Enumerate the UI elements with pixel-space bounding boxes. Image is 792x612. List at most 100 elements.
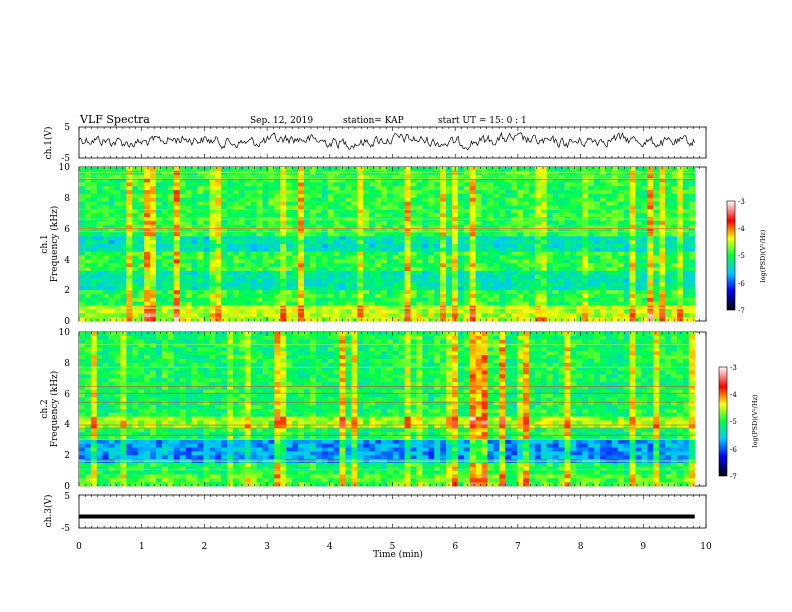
spectrogram-cell: [546, 220, 554, 226]
spectrogram-cell: [671, 224, 678, 229]
spectrogram-cell: [221, 244, 228, 249]
spectrogram-cell: [682, 339, 690, 344]
spectrogram-cell: [611, 339, 619, 344]
spectrogram-cell: [635, 267, 642, 272]
spectrogram-cell: [333, 335, 340, 341]
spectrogram-cell: [605, 290, 613, 295]
spectrogram-cell: [546, 290, 554, 295]
spectrogram-cell: [688, 290, 696, 295]
spectrogram-cell: [481, 201, 488, 206]
spectrogram-cell: [126, 224, 133, 229]
spectrogram-cell: [546, 251, 554, 256]
spectrogram-cell: [292, 351, 299, 356]
spectrogram-cell: [197, 313, 204, 318]
spectrogram-cell: [84, 167, 92, 172]
spectrogram-cell: [120, 313, 127, 318]
spectrogram-cell: [623, 178, 630, 183]
spectrogram-cell: [161, 297, 169, 303]
spectrogram-cell: [682, 263, 690, 268]
spectrogram-cell: [161, 358, 169, 364]
spectrogram-cell: [440, 170, 447, 176]
spectrogram-cell: [558, 190, 565, 195]
spectrogram-cell: [457, 286, 465, 291]
spectrogram-cell: [203, 351, 210, 356]
spectrogram-cell: [363, 347, 370, 352]
spectrogram-cell: [309, 290, 317, 295]
spectrogram-cell: [511, 240, 518, 245]
spectrogram-cell: [386, 240, 394, 245]
spectrogram-cell: [221, 278, 228, 283]
spectrogram-cell: [523, 220, 530, 226]
spectrogram-cell: [475, 167, 482, 172]
spectrogram-cell: [499, 190, 506, 195]
spectrogram-cell: [576, 232, 583, 237]
spectrogram-cell: [576, 259, 583, 264]
spectrogram-cell: [457, 193, 465, 199]
spectrogram-cell: [96, 209, 104, 214]
spectrogram-cell: [79, 294, 86, 299]
spectrogram-cell: [440, 332, 447, 337]
spectrogram-cell: [511, 278, 518, 283]
spectrogram-cell: [422, 355, 429, 360]
spectrogram-cell: [262, 236, 269, 241]
spectrogram-cell: [523, 213, 530, 218]
spectrogram-cell: [96, 228, 104, 233]
spectrogram-cell: [345, 201, 352, 206]
spectrogram-cell: [203, 205, 210, 210]
spectrogram-cell: [250, 335, 258, 341]
spectrogram-cell: [84, 236, 92, 241]
spectrogram-cell: [392, 267, 400, 272]
spectrogram-cell: [517, 355, 524, 360]
spectrogram-cell: [665, 201, 672, 206]
spectrogram-cell: [345, 297, 352, 303]
spectrogram-cell: [451, 197, 459, 203]
spectrogram-cell: [611, 278, 619, 283]
spectrogram-cell: [599, 251, 607, 256]
spectrogram-cell: [345, 190, 352, 195]
spectrogram-cell: [392, 247, 400, 253]
spectrogram-cell: [138, 343, 145, 348]
spectrogram-cell: [404, 355, 411, 360]
spectrogram-cell: [635, 178, 642, 183]
spectrogram-cell: [446, 301, 453, 306]
spectrogram-cell: [617, 282, 625, 287]
spectrogram-cell: [197, 236, 204, 241]
spectrogram-cell: [392, 197, 400, 203]
spectrogram-cell: [582, 274, 589, 280]
spectrogram-cell: [132, 232, 139, 237]
spectrogram-cell: [416, 351, 423, 356]
spectrogram-cell: [588, 209, 595, 214]
spectrogram-cell: [351, 170, 358, 176]
spectrogram-cell: [428, 228, 435, 233]
spectrogram-cell: [315, 190, 323, 195]
spectrogram-cell: [599, 193, 607, 199]
spectrogram-cell: [250, 182, 258, 187]
spectrogram-cell: [493, 274, 500, 280]
spectrogram-cell: [380, 232, 388, 237]
spectrogram-cell: [463, 347, 471, 352]
spectrogram-cell: [599, 240, 607, 245]
spectrogram-cell: [238, 278, 246, 283]
spectrogram-cell: [303, 351, 311, 356]
spectrogram-cell: [274, 244, 281, 249]
spectrogram-cell: [375, 220, 382, 226]
spectrogram-cell: [303, 167, 311, 172]
spectrogram-cell: [357, 339, 364, 344]
spectrogram-cell: [120, 232, 127, 237]
spectrogram-cell: [232, 197, 240, 203]
spectrogram-cell: [84, 209, 92, 214]
spectrogram-cell: [292, 301, 299, 306]
spectrogram-cell: [286, 178, 293, 183]
spectrogram-cell: [102, 236, 109, 241]
spectrogram-cell: [457, 255, 465, 260]
spectrogram-cell: [481, 259, 488, 264]
spectrogram-cell: [398, 255, 406, 260]
spectrogram-cell: [528, 205, 536, 210]
spectrogram-cell: [499, 220, 506, 226]
spectrogram-cell: [298, 167, 305, 172]
spectrogram-cell: [375, 278, 382, 283]
spectrogram-cell: [505, 236, 512, 241]
spectrogram-cell: [676, 294, 684, 299]
spectrogram-cell: [446, 251, 453, 256]
spectrogram-cell: [582, 270, 589, 276]
